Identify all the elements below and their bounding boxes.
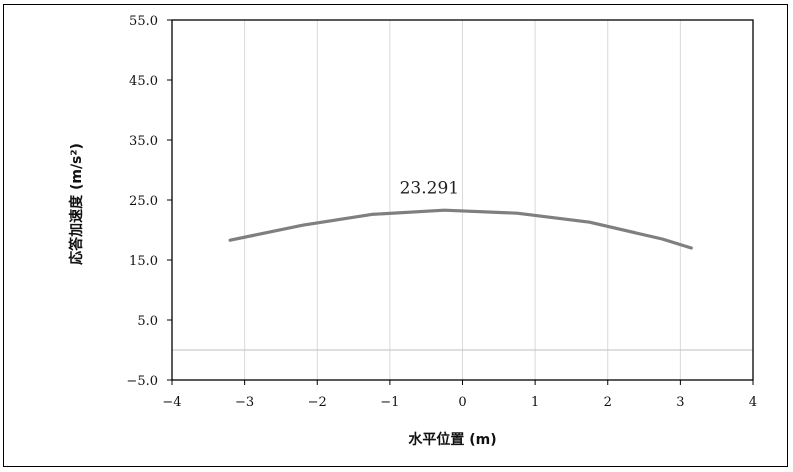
x-tick-label: −3 — [235, 395, 254, 410]
y-tick-label: −5.0 — [126, 374, 158, 389]
y-tick-label: 25.0 — [129, 194, 158, 209]
tick-label-group: −4 −3 −2 −1 0 1 2 3 4 −5.0 5.0 15.0 25.0 35.0 45.0 55.0 — [126, 14, 757, 410]
chart-frame — [3, 4, 788, 467]
y-tick-label: 5.0 — [137, 314, 158, 329]
x-tick-label: 0 — [458, 395, 466, 410]
x-tick-label: −2 — [308, 395, 327, 410]
y-tick-label: 45.0 — [129, 74, 158, 89]
x-tick-label: −4 — [162, 395, 181, 410]
y-tick-label: 55.0 — [129, 14, 158, 29]
grid-lines — [244, 20, 681, 380]
series-line — [228, 208, 693, 250]
x-tick-label: −1 — [380, 395, 399, 410]
x-tick-label: 2 — [604, 395, 612, 410]
x-tick-label: 3 — [676, 395, 684, 410]
y-axis-title: 応答加速度 (m/s²) — [68, 143, 85, 265]
y-tick-label: 15.0 — [129, 254, 158, 269]
data-label-peak: 23.291 — [400, 178, 459, 198]
series-group — [228, 208, 693, 250]
tick-group — [167, 19, 754, 385]
y-tick-label: 35.0 — [129, 134, 158, 149]
x-axis-title: 水平位置 (m) — [408, 431, 496, 448]
x-tick-label: 1 — [531, 395, 539, 410]
x-tick-label: 4 — [749, 395, 757, 410]
